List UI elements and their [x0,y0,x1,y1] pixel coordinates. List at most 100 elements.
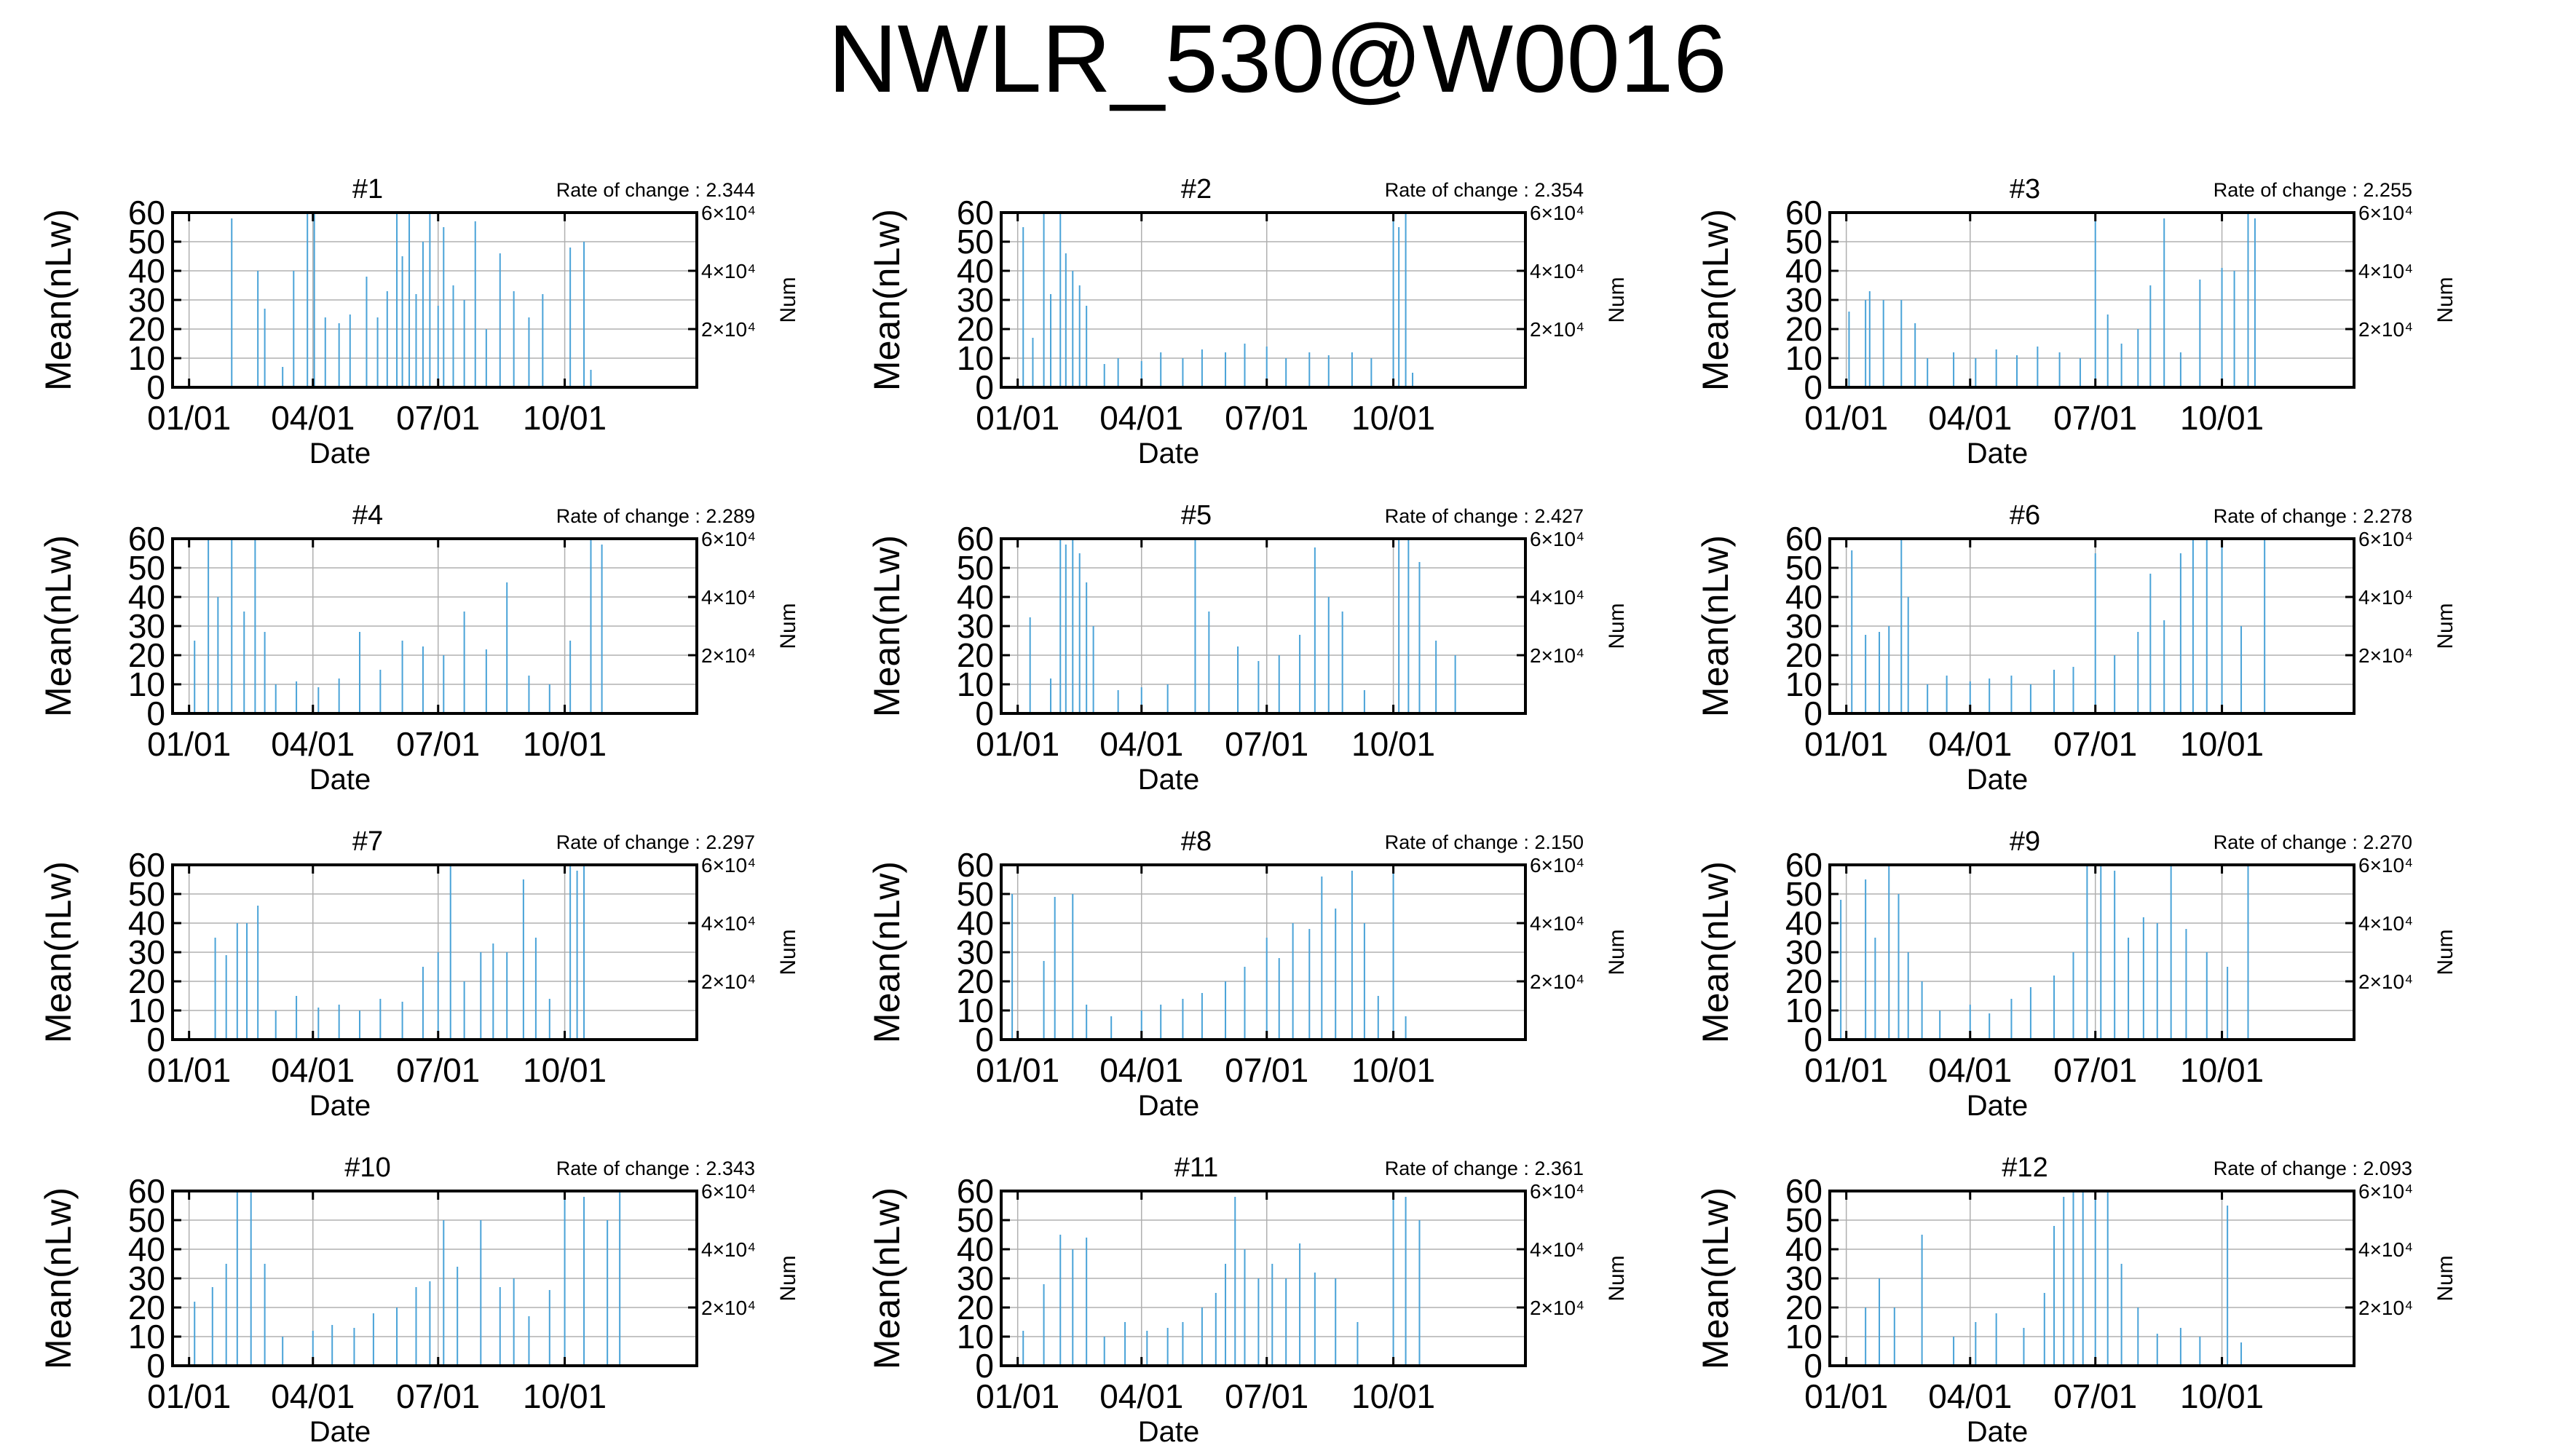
rate-of-change-label: Rate of change : 2.093 [2214,1158,2412,1179]
rate-of-change-label: Rate of change : 2.297 [556,831,755,853]
x-tick-label: 04/01 [1099,1051,1183,1089]
panel-title: #4 [352,500,383,531]
x-axis-label: Date [1138,764,1200,796]
x-tick-label: 04/01 [271,399,355,437]
x-tick-label: 10/01 [2180,1051,2264,1089]
y-tick-label: 60 [1785,194,1823,232]
y-tick-label: 40 [1785,252,1823,290]
y2-tick-label: 4×10⁴ [2358,586,2413,609]
rate-of-change-label: Rate of change : 2.343 [556,1158,755,1179]
y-tick-label: 0 [1804,368,1823,406]
x-axis-label: Date [309,1416,371,1448]
y2-tick-label: 2×10⁴ [1530,644,1584,667]
y-tick-label: 50 [1785,549,1823,587]
y-tick-label: 40 [957,1230,994,1268]
x-tick-label: 04/01 [1928,1051,2012,1089]
y-tick-label: 10 [1785,992,1823,1029]
y-axis-label: Mean(nLw) [38,861,79,1043]
y2-tick-label: 4×10⁴ [1530,912,1584,935]
x-tick-label: 04/01 [1928,1377,2012,1415]
y2-tick-label: 4×10⁴ [1530,1238,1584,1261]
y-tick-label: 60 [957,194,994,232]
y-tick-label: 0 [146,1347,165,1385]
y-tick-label: 30 [1785,933,1823,971]
panel-title: #2 [1181,174,1212,205]
x-tick-label: 04/01 [271,725,355,763]
y-tick-label: 10 [128,992,165,1029]
y2-axis-label: Num [1605,929,1629,975]
y2-axis-label: Num [776,277,800,323]
y-tick-label: 10 [957,339,994,377]
y-tick-label: 10 [1785,665,1823,703]
x-tick-label: 01/01 [147,1377,231,1415]
y-tick-label: 40 [1785,904,1823,942]
y-tick-label: 30 [128,281,165,319]
y2-tick-label: 6×10⁴ [1530,854,1584,877]
x-tick-label: 04/01 [271,1377,355,1415]
x-tick-label: 07/01 [2053,725,2137,763]
rate-of-change-label: Rate of change : 2.427 [1385,505,1584,527]
panel-title: #5 [1181,500,1212,531]
y-tick-label: 0 [975,695,994,732]
y-axis-label: Mean(nLw) [866,1187,907,1369]
x-tick-label: 01/01 [976,1051,1059,1089]
y2-tick-label: 6×10⁴ [1530,1180,1584,1203]
y2-tick-label: 2×10⁴ [2358,1297,2413,1319]
x-tick-label: 04/01 [271,1051,355,1089]
y-tick-label: 0 [1804,695,1823,732]
y-tick-label: 20 [128,310,165,348]
y2-axis-label: Num [2433,929,2457,975]
rate-of-change-label: Rate of change : 2.344 [556,179,755,201]
panel-title: #6 [2010,500,2040,531]
y2-tick-label: 2×10⁴ [701,644,756,667]
y-axis-label: Mean(nLw) [866,861,907,1043]
y-tick-label: 10 [1785,339,1823,377]
y-tick-label: 50 [128,875,165,913]
x-tick-label: 07/01 [1225,725,1308,763]
x-tick-label: 01/01 [1804,725,1888,763]
y-axis-label: Mean(nLw) [866,535,907,717]
x-tick-label: 01/01 [1804,1051,1888,1089]
y-tick-label: 10 [957,1318,994,1356]
x-tick-label: 10/01 [1351,1051,1435,1089]
x-tick-label: 07/01 [1225,1377,1308,1415]
y2-tick-label: 6×10⁴ [2358,528,2413,550]
y-tick-label: 10 [128,339,165,377]
y2-tick-label: 2×10⁴ [701,318,756,341]
x-tick-label: 07/01 [2053,399,2137,437]
y2-axis-label: Num [776,929,800,975]
rate-of-change-label: Rate of change : 2.278 [2214,505,2412,527]
y-tick-label: 60 [957,520,994,558]
y-tick-label: 20 [1785,636,1823,674]
y-tick-label: 40 [128,252,165,290]
x-tick-label: 10/01 [523,399,607,437]
y-tick-label: 40 [128,1230,165,1268]
y2-tick-label: 4×10⁴ [2358,1238,2413,1261]
x-tick-label: 10/01 [523,725,607,763]
y-axis-label: Mean(nLw) [1695,209,1736,391]
y-tick-label: 30 [128,933,165,971]
x-tick-label: 10/01 [523,1051,607,1089]
y2-tick-label: 6×10⁴ [2358,202,2413,224]
x-tick-label: 07/01 [2053,1051,2137,1089]
y-axis-label: Mean(nLw) [1695,861,1736,1043]
y-tick-label: 60 [1785,846,1823,884]
x-tick-label: 01/01 [147,399,231,437]
y2-tick-label: 6×10⁴ [1530,528,1584,550]
x-axis-label: Date [309,1090,371,1122]
y2-tick-label: 2×10⁴ [1530,970,1584,993]
x-tick-label: 01/01 [976,725,1059,763]
y-tick-label: 40 [128,578,165,616]
panel-title: #7 [352,826,383,857]
y2-tick-label: 6×10⁴ [1530,202,1584,224]
y-tick-label: 50 [957,223,994,261]
y-tick-label: 10 [957,992,994,1029]
x-tick-label: 04/01 [1099,1377,1183,1415]
y2-tick-label: 2×10⁴ [2358,644,2413,667]
